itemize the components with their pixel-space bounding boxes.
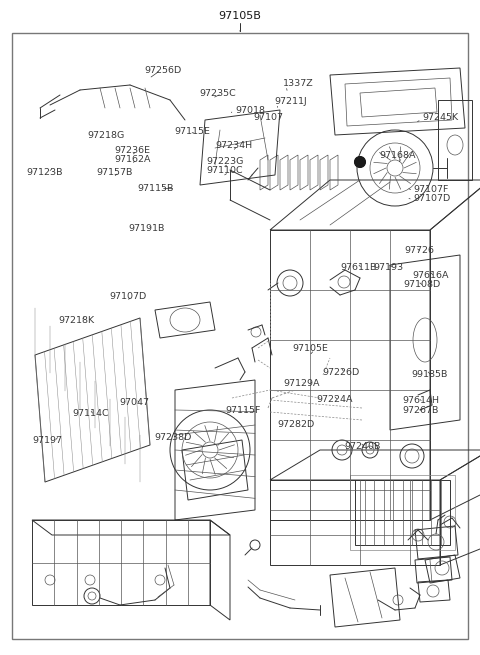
Text: 97157B: 97157B xyxy=(96,168,132,177)
Text: 97105E: 97105E xyxy=(293,344,329,353)
Text: 97616A: 97616A xyxy=(413,271,449,280)
Text: 97236E: 97236E xyxy=(114,146,150,155)
Text: 97047: 97047 xyxy=(119,398,149,407)
Text: 97108D: 97108D xyxy=(403,280,441,290)
Text: 97224A: 97224A xyxy=(317,395,353,404)
Text: 97611B: 97611B xyxy=(341,263,377,272)
Text: 97168A: 97168A xyxy=(379,151,416,160)
Text: 97226D: 97226D xyxy=(323,367,360,377)
Text: 97107F: 97107F xyxy=(414,185,449,195)
Text: 1337Z: 1337Z xyxy=(283,79,314,88)
Text: 97105B: 97105B xyxy=(218,11,262,22)
Text: 97115B: 97115B xyxy=(138,184,174,193)
Text: 97115E: 97115E xyxy=(174,126,210,136)
Text: 97267B: 97267B xyxy=(402,406,439,415)
Text: 97235C: 97235C xyxy=(199,89,236,98)
Text: 97282D: 97282D xyxy=(277,420,314,429)
Text: 97614H: 97614H xyxy=(402,396,439,405)
Text: 97234H: 97234H xyxy=(215,141,252,150)
Text: 97191B: 97191B xyxy=(129,224,165,233)
Text: 97211J: 97211J xyxy=(275,97,307,106)
Text: 97197: 97197 xyxy=(33,436,62,445)
Text: 97110C: 97110C xyxy=(206,166,243,175)
Text: 97123B: 97123B xyxy=(26,168,63,177)
Text: 97256D: 97256D xyxy=(144,66,181,75)
Text: 97129A: 97129A xyxy=(283,379,320,388)
Text: 97245K: 97245K xyxy=(422,113,458,122)
Text: 97238D: 97238D xyxy=(155,433,192,442)
Text: 97726: 97726 xyxy=(404,246,434,255)
Text: 97107D: 97107D xyxy=(414,194,451,203)
Text: 97240B: 97240B xyxy=(345,442,381,451)
Text: 97218K: 97218K xyxy=(59,316,95,326)
Text: 97162A: 97162A xyxy=(114,155,151,164)
Text: 97115F: 97115F xyxy=(226,406,261,415)
Text: 97107: 97107 xyxy=(253,113,283,122)
Text: 97018: 97018 xyxy=(235,105,265,115)
Text: 97114C: 97114C xyxy=(72,409,108,419)
Text: 97107D: 97107D xyxy=(109,291,147,301)
Text: 97223G: 97223G xyxy=(206,157,244,166)
Circle shape xyxy=(355,157,365,167)
Text: 97218G: 97218G xyxy=(88,131,125,140)
Text: 97193: 97193 xyxy=(373,263,404,272)
Text: 99185B: 99185B xyxy=(412,370,448,379)
